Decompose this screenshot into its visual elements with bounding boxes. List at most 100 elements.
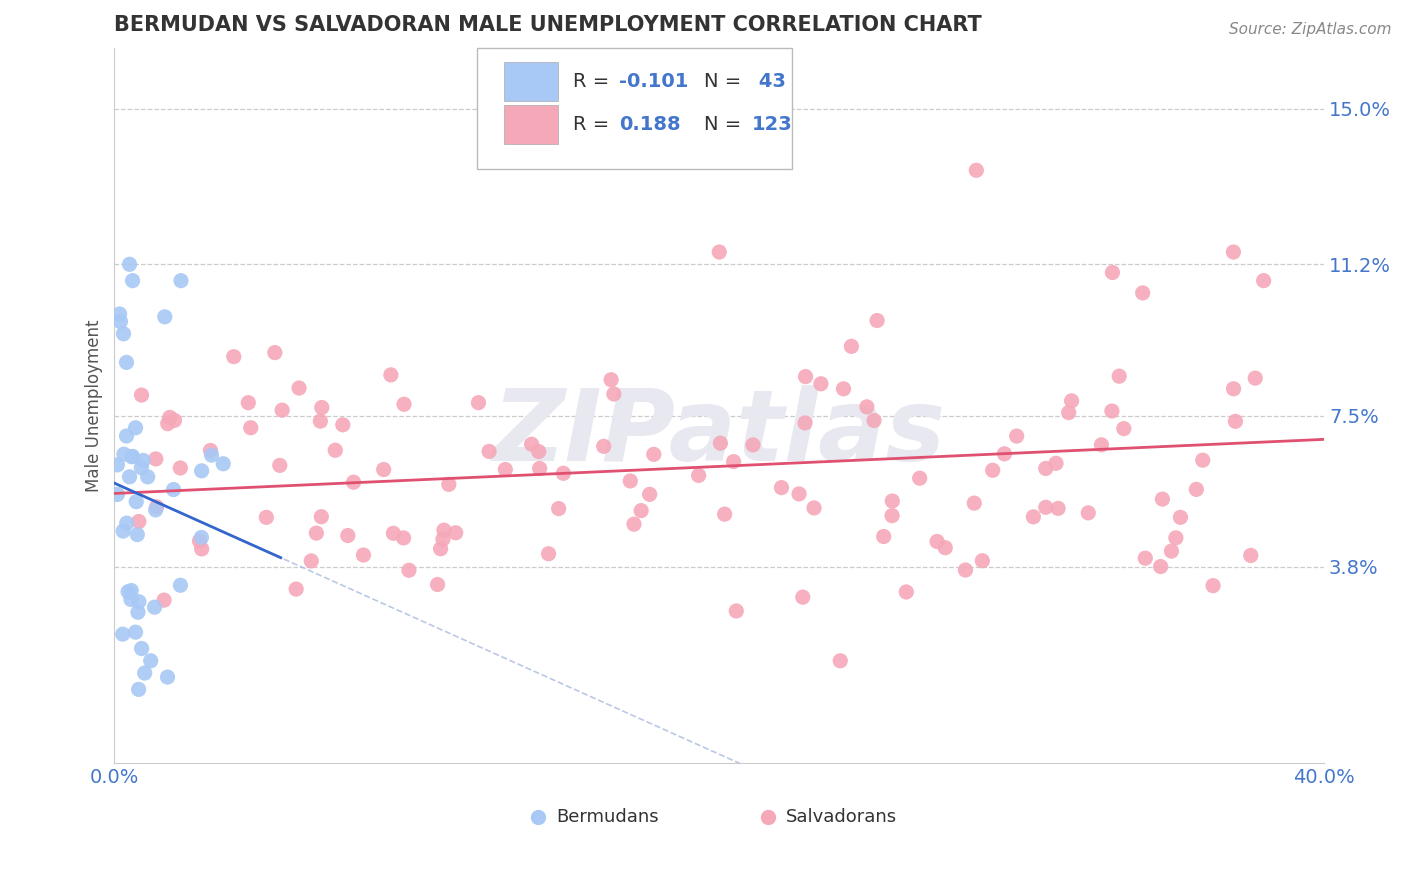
Point: [131, 460, 153, 475]
Point: [380, 368, 402, 382]
Point: [159, 410, 181, 425]
Text: Source: ZipAtlas.com: Source: ZipAtlas.com: [1229, 22, 1392, 37]
Point: [863, 413, 886, 427]
Text: 0.188: 0.188: [619, 115, 681, 134]
Point: [794, 369, 817, 384]
Point: [392, 397, 415, 411]
Point: [494, 462, 516, 476]
Text: -0.101: -0.101: [619, 72, 689, 91]
Point: [1022, 509, 1045, 524]
Point: [908, 471, 931, 485]
Point: [200, 448, 222, 462]
Point: [115, 516, 138, 530]
Point: [520, 437, 543, 451]
Point: [131, 641, 153, 656]
Point: [305, 526, 328, 541]
Point: [972, 554, 994, 568]
Point: [118, 470, 141, 484]
Point: [153, 310, 176, 324]
Point: [600, 373, 623, 387]
Point: [121, 274, 143, 288]
Point: [1112, 422, 1135, 436]
Point: [1164, 531, 1187, 545]
Point: [121, 450, 143, 464]
Point: [1035, 461, 1057, 475]
Text: 43: 43: [752, 72, 786, 91]
Point: [1191, 453, 1213, 467]
Point: [145, 500, 167, 514]
Point: [709, 245, 731, 260]
Point: [145, 503, 167, 517]
Point: [592, 439, 614, 453]
Text: R =: R =: [572, 72, 616, 91]
Point: [190, 464, 212, 478]
Point: [437, 477, 460, 491]
Point: [856, 400, 879, 414]
Point: [965, 163, 987, 178]
Point: [1150, 559, 1173, 574]
Point: [688, 468, 710, 483]
Point: [770, 481, 793, 495]
Point: [145, 451, 167, 466]
Point: [120, 592, 142, 607]
Point: [810, 376, 832, 391]
Point: [323, 443, 346, 458]
Point: [866, 313, 889, 327]
Point: [643, 447, 665, 461]
Point: [398, 563, 420, 577]
Point: [619, 474, 641, 488]
Point: [880, 508, 903, 523]
Point: [127, 527, 149, 541]
Point: [263, 345, 285, 359]
Point: [1060, 393, 1083, 408]
Point: [156, 670, 179, 684]
Point: [188, 533, 211, 548]
Point: [553, 467, 575, 481]
Text: R =: R =: [572, 115, 621, 134]
Text: ZIPatlas: ZIPatlas: [492, 385, 946, 483]
Point: [107, 458, 129, 472]
Point: [222, 350, 245, 364]
Point: [190, 530, 212, 544]
Point: [1132, 285, 1154, 300]
Point: [112, 447, 135, 461]
Point: [169, 461, 191, 475]
Point: [638, 487, 661, 501]
Point: [1035, 500, 1057, 515]
Point: [143, 600, 166, 615]
Point: [1202, 579, 1225, 593]
Point: [830, 654, 852, 668]
Point: [156, 417, 179, 431]
Point: [269, 458, 291, 473]
Point: [115, 429, 138, 443]
Point: [288, 381, 311, 395]
Point: [285, 582, 308, 596]
Point: [623, 517, 645, 532]
Point: [162, 483, 184, 497]
Text: Bermudans: Bermudans: [555, 807, 658, 826]
Point: [1225, 414, 1247, 428]
Point: [963, 496, 986, 510]
Point: [1244, 371, 1267, 385]
Point: [271, 403, 294, 417]
Point: [725, 604, 748, 618]
Point: [128, 515, 150, 529]
Point: [212, 457, 235, 471]
Point: [153, 593, 176, 607]
Point: [547, 501, 569, 516]
Point: [118, 257, 141, 271]
Point: [1253, 274, 1275, 288]
Point: [1222, 382, 1244, 396]
Point: [111, 627, 134, 641]
Point: [121, 450, 143, 464]
Point: [787, 487, 810, 501]
Point: [124, 625, 146, 640]
Point: [190, 541, 212, 556]
Point: [382, 526, 405, 541]
Text: BERMUDAN VS SALVADORAN MALE UNEMPLOYMENT CORRELATION CHART: BERMUDAN VS SALVADORAN MALE UNEMPLOYMENT…: [114, 15, 983, 35]
Point: [124, 421, 146, 435]
FancyBboxPatch shape: [477, 47, 792, 169]
Point: [1090, 438, 1112, 452]
Text: N =: N =: [703, 72, 747, 91]
Point: [1185, 483, 1208, 497]
